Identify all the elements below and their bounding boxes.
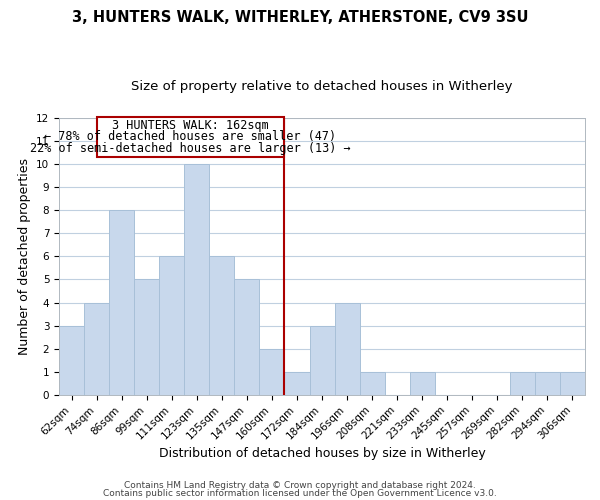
Bar [184,164,209,395]
Bar [335,302,359,395]
Bar [97,116,284,157]
Bar [109,210,134,395]
Bar [359,372,385,395]
Bar [310,326,335,395]
Bar [510,372,535,395]
Y-axis label: Number of detached properties: Number of detached properties [17,158,31,355]
Text: Contains HM Land Registry data © Crown copyright and database right 2024.: Contains HM Land Registry data © Crown c… [124,481,476,490]
Bar [410,372,435,395]
Bar [59,326,84,395]
Bar [159,256,184,395]
Bar [235,280,259,395]
Text: Contains public sector information licensed under the Open Government Licence v3: Contains public sector information licen… [103,488,497,498]
Bar [259,348,284,395]
Text: ← 78% of detached houses are smaller (47): ← 78% of detached houses are smaller (47… [44,130,337,143]
Bar [134,280,159,395]
Text: 3, HUNTERS WALK, WITHERLEY, ATHERSTONE, CV9 3SU: 3, HUNTERS WALK, WITHERLEY, ATHERSTONE, … [72,10,528,25]
Bar [84,302,109,395]
X-axis label: Distribution of detached houses by size in Witherley: Distribution of detached houses by size … [158,447,485,460]
Title: Size of property relative to detached houses in Witherley: Size of property relative to detached ho… [131,80,513,93]
Bar [560,372,585,395]
Bar [209,256,235,395]
Text: 22% of semi-detached houses are larger (13) →: 22% of semi-detached houses are larger (… [30,142,351,156]
Text: 3 HUNTERS WALK: 162sqm: 3 HUNTERS WALK: 162sqm [112,119,269,132]
Bar [535,372,560,395]
Bar [284,372,310,395]
